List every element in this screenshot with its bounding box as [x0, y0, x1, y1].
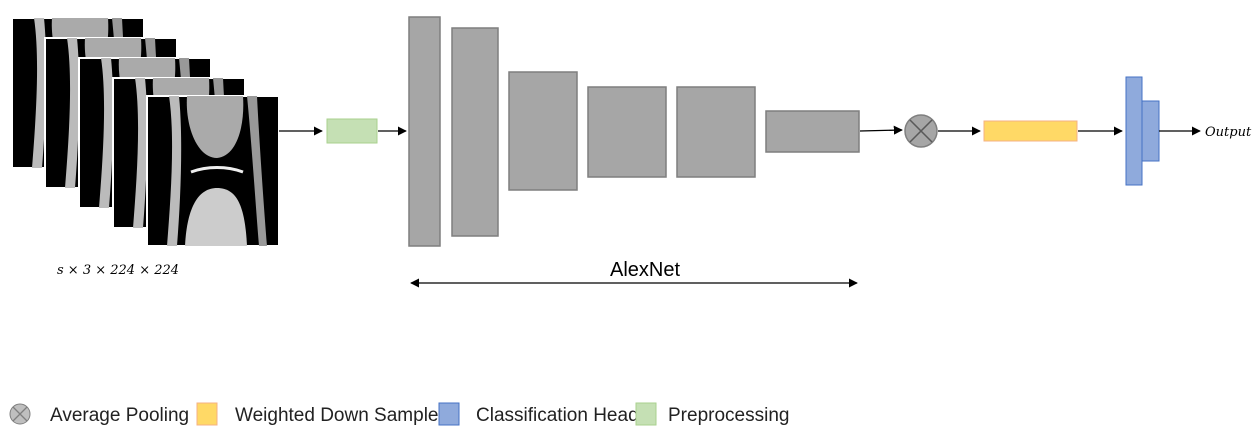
head-block [1126, 77, 1142, 185]
pooling-node [905, 115, 937, 147]
legend-label: Classification Head [476, 405, 639, 426]
alexnet-blocks [409, 17, 859, 246]
input-stack [12, 18, 279, 246]
backbone-label: AlexNet [610, 259, 680, 281]
diagram: s × 3 × 224 × 224 AlexNet Output Average… [0, 0, 1252, 430]
head-block [1142, 101, 1159, 161]
legend-label: Average Pooling [50, 405, 189, 426]
downsample-block [984, 121, 1077, 141]
preprocessing-block [327, 119, 377, 143]
legend: Average Pooling Weighted Down Sample Cla… [10, 403, 789, 426]
arrow [860, 130, 902, 131]
legend-label: Preprocessing [668, 405, 789, 426]
input-label: s × 3 × 224 × 224 [57, 263, 179, 278]
legend-label: Weighted Down Sample [235, 405, 438, 426]
output-label: Output [1205, 125, 1252, 140]
